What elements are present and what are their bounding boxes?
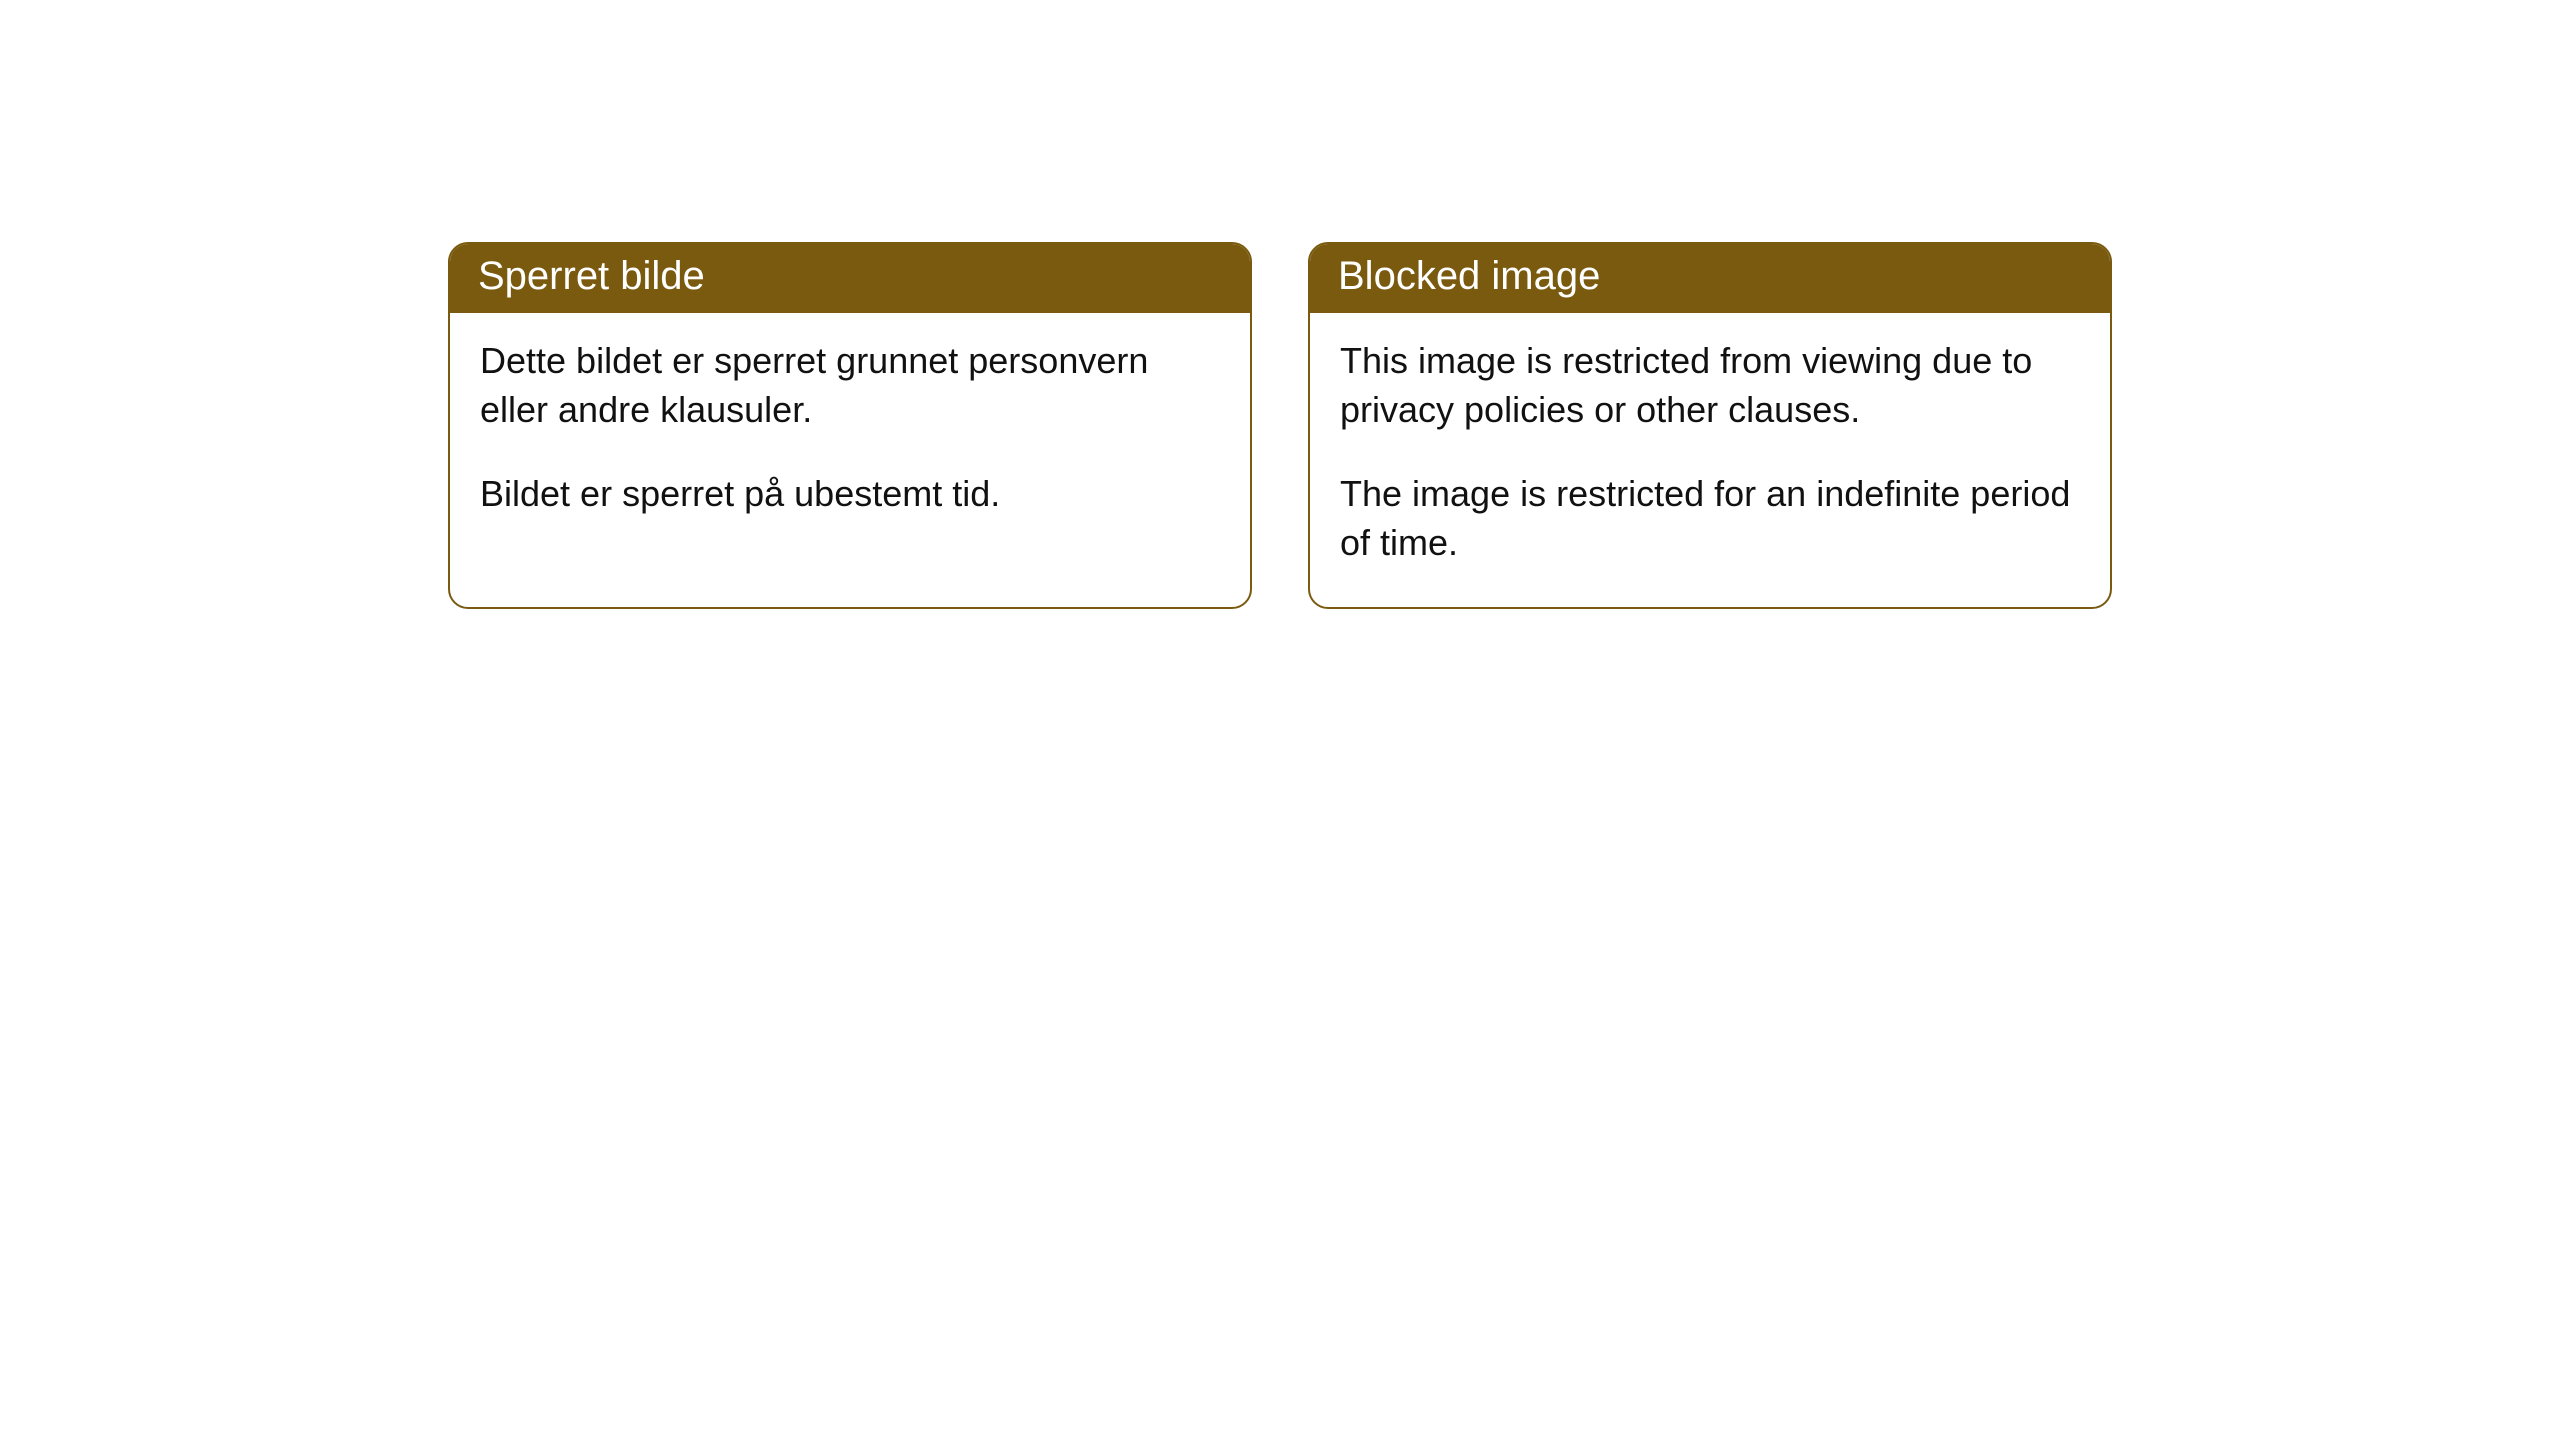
card-paragraph: The image is restricted for an indefinit… — [1340, 470, 2080, 567]
card-paragraph: Bildet er sperret på ubestemt tid. — [480, 470, 1220, 519]
card-body-norwegian: Dette bildet er sperret grunnet personve… — [450, 313, 1250, 559]
card-header-english: Blocked image — [1310, 244, 2110, 313]
card-paragraph: This image is restricted from viewing du… — [1340, 337, 2080, 434]
notice-card-english: Blocked image This image is restricted f… — [1308, 242, 2112, 609]
card-body-english: This image is restricted from viewing du… — [1310, 313, 2110, 607]
card-header-norwegian: Sperret bilde — [450, 244, 1250, 313]
notice-card-container: Sperret bilde Dette bildet er sperret gr… — [448, 242, 2112, 609]
card-paragraph: Dette bildet er sperret grunnet personve… — [480, 337, 1220, 434]
notice-card-norwegian: Sperret bilde Dette bildet er sperret gr… — [448, 242, 1252, 609]
